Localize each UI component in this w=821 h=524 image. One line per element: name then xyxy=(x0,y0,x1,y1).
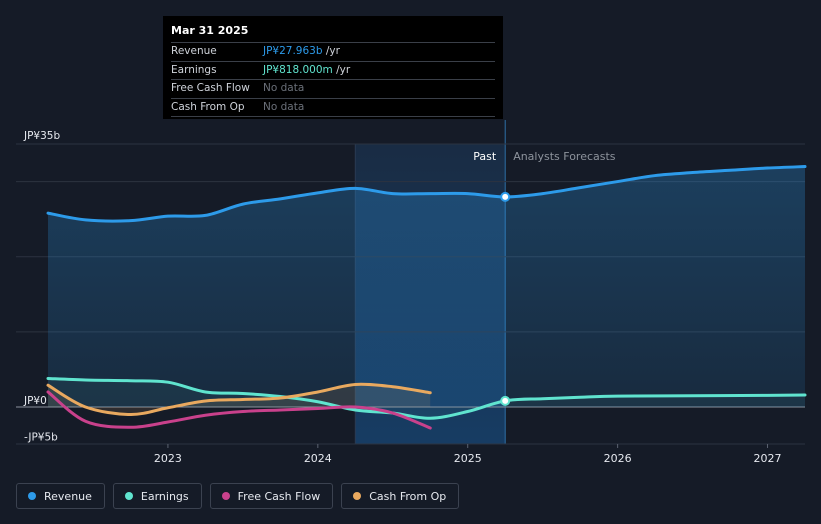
x-tick-label: 2023 xyxy=(154,452,182,465)
tooltip-label: Revenue xyxy=(171,45,217,57)
y-tick-label: JP¥0 xyxy=(23,395,47,407)
x-tick-label: 2027 xyxy=(754,452,782,465)
revenue-line xyxy=(46,165,807,223)
forecast-region-label: Analysts Forecasts xyxy=(513,150,616,163)
tooltip-date: Mar 31 2025 xyxy=(171,24,249,37)
chart-tooltip: Mar 31 2025 Revenue JP¥27.963b /yr Earni… xyxy=(163,16,503,119)
tooltip-value: JP¥27.963b xyxy=(263,45,323,57)
x-tick-label: 2025 xyxy=(454,452,482,465)
legend-label: Cash From Op xyxy=(369,489,447,503)
earnings-highlight-point xyxy=(500,395,511,406)
legend-label: Free Cash Flow xyxy=(237,489,321,503)
x-tick-label: 2024 xyxy=(304,452,332,465)
chart-legend: Revenue Earnings Free Cash Flow Cash Fro… xyxy=(16,483,460,511)
tooltip-label: Cash From Op xyxy=(171,100,245,113)
legend-label: Earnings xyxy=(140,489,189,503)
legend-revenue-button[interactable]: Revenue xyxy=(16,483,105,509)
tooltip-row-revenue: Revenue JP¥27.963b /yr xyxy=(171,42,495,61)
x-tick-label: 2026 xyxy=(604,452,632,465)
legend-dot-icon xyxy=(28,492,36,500)
revenue-highlight-point xyxy=(500,191,511,202)
tooltip-row-cash-from-op: Cash From Op No data xyxy=(171,97,495,117)
tooltip-value: JP¥818.000m xyxy=(263,63,333,76)
legend-dot-icon xyxy=(124,492,133,500)
tooltip-value: No data xyxy=(263,82,305,94)
tooltip-row-earnings: Earnings JP¥818.000m /yr xyxy=(171,60,495,80)
y-tick-label: JP¥35b xyxy=(23,130,60,142)
legend-dot-icon xyxy=(221,492,230,500)
revenue-area xyxy=(48,166,805,407)
tooltip-label: Earnings xyxy=(171,63,217,76)
cash-from-op-line xyxy=(46,382,432,417)
legend-free-cash-flow-button[interactable]: Free Cash Flow xyxy=(209,483,334,509)
past-region-label: Past xyxy=(473,150,497,163)
legend-cash-from-op-button[interactable]: Cash From Op xyxy=(341,483,460,509)
legend-label: Revenue xyxy=(44,489,92,503)
tooltip-value: No data xyxy=(263,100,305,113)
earnings-area xyxy=(48,378,805,419)
legend-dot-icon xyxy=(353,492,362,500)
tooltip-label: Free Cash Flow xyxy=(171,82,250,94)
tooltip-unit: /yr xyxy=(325,45,340,57)
legend-earnings-button[interactable]: Earnings xyxy=(112,483,202,509)
free-cash-flow-line xyxy=(46,390,432,430)
tooltip-unit: /yr xyxy=(336,63,351,76)
tooltip-row-free-cash-flow: Free Cash Flow No data xyxy=(171,79,495,98)
y-tick-label: -JP¥5b xyxy=(24,432,58,444)
